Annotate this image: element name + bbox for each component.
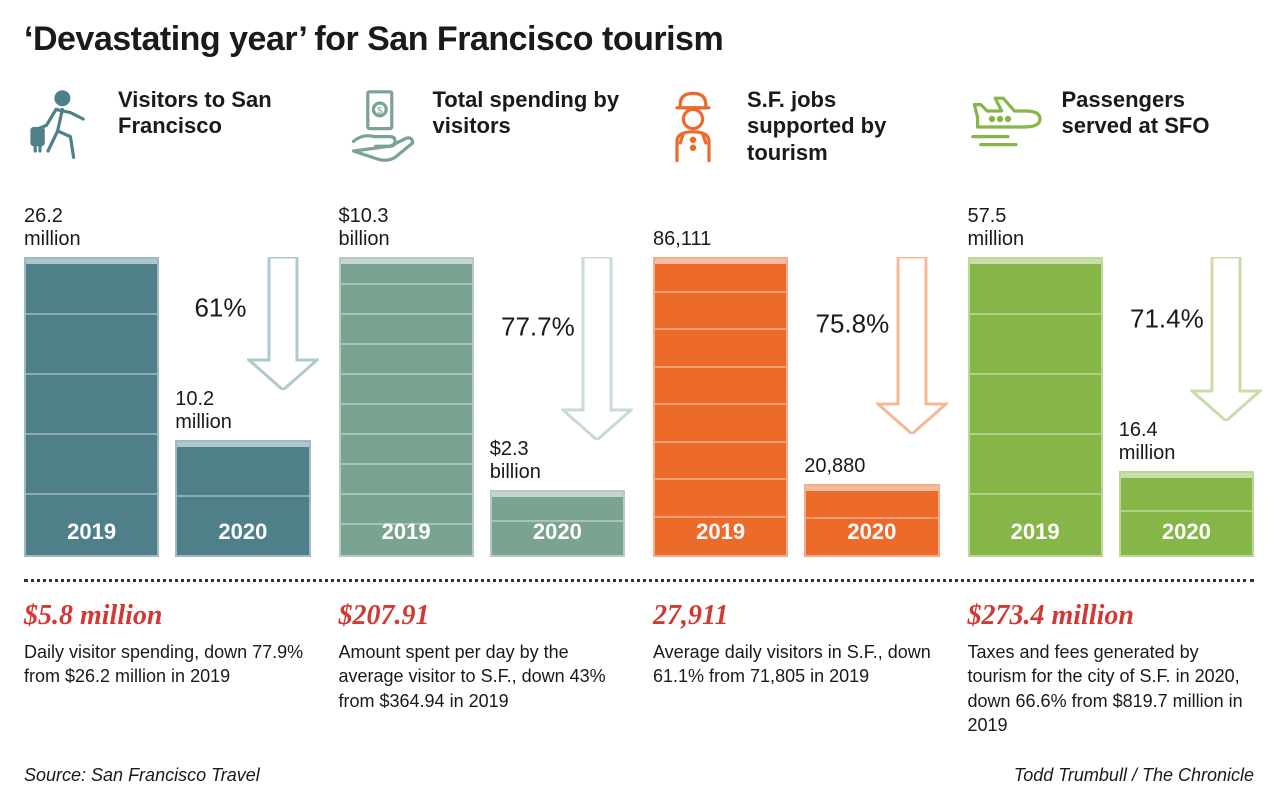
bar-group: 26.2million 2019: [24, 187, 159, 557]
callout-description: Taxes and fees generated by tourism for …: [968, 640, 1255, 737]
drop-percent: 75.8%: [816, 309, 876, 340]
bar-value-label: 10.2million: [175, 388, 310, 434]
callout-description: Daily visitor spending, down 77.9% from …: [24, 640, 311, 689]
panel-visitors: Visitors to San Francisco 26.2million 2019…: [24, 87, 311, 557]
bar: 2019: [968, 257, 1103, 557]
divider: [24, 579, 1254, 582]
bar-year-label: 2020: [847, 513, 896, 555]
bar-group: $10.3billion 2019: [339, 187, 474, 557]
panel-title-spending: Total spending by visitors: [433, 87, 626, 140]
drop-arrow: 61%: [247, 257, 319, 390]
money-hand-icon: $: [339, 87, 419, 167]
callout-number: 27,911: [653, 600, 940, 632]
chart-passengers: 57.5million 2019 16.4million 2020 71.4%: [968, 187, 1255, 557]
bar-value-label: $10.3billion: [339, 205, 474, 251]
bar: 2020: [804, 484, 939, 557]
bar-group: 57.5million 2019: [968, 187, 1103, 557]
bar: 2019: [653, 257, 788, 557]
callout-number: $5.8 million: [24, 600, 311, 632]
bar-value-label: 26.2million: [24, 205, 159, 251]
traveler-icon: [24, 87, 104, 167]
panel-jobs: S.F. jobs supported by tourism 86,111 2019…: [653, 87, 940, 557]
source-line: Source: San Francisco Travel: [24, 765, 260, 786]
panel-title-jobs: S.F. jobs supported by tourism: [747, 87, 940, 166]
drop-arrow: 77.7%: [561, 257, 633, 440]
bar-year-label: 2019: [382, 513, 431, 555]
callouts-row: $5.8 million Daily visitor spending, down…: [24, 600, 1254, 737]
callout-number: $207.91: [339, 600, 626, 632]
panel-header-spending: $ Total spending by visitors: [339, 87, 626, 177]
callout: 27,911 Average daily visitors in S.F., do…: [653, 600, 940, 737]
panel-title-visitors: Visitors to San Francisco: [118, 87, 311, 140]
callout: $207.91 Amount spent per day by the avera…: [339, 600, 626, 737]
headline: ‘Devastating year’ for San Francisco tou…: [24, 20, 1254, 59]
bar-value-label: $2.3billion: [490, 438, 625, 484]
panel-spending: $ Total spending by visitors $10.3billion…: [339, 87, 626, 557]
drop-arrow: 75.8%: [876, 257, 948, 434]
bar: 2020: [490, 490, 625, 557]
drop-arrow: 71.4%: [1190, 257, 1262, 421]
drop-percent: 77.7%: [501, 311, 561, 342]
panel-title-passengers: Passengers served at SFO: [1062, 87, 1255, 140]
airplane-icon: [968, 87, 1048, 167]
bar-year-label: 2019: [1011, 513, 1060, 555]
footer: Source: San Francisco Travel Todd Trumbu…: [24, 765, 1254, 786]
bar-group: 86,111 2019: [653, 187, 788, 557]
bar-year-label: 2020: [1162, 513, 1211, 555]
bar-year-label: 2020: [218, 513, 267, 555]
svg-text:$: $: [377, 105, 383, 116]
bar: 2020: [1119, 471, 1254, 557]
bar: 2019: [24, 257, 159, 557]
bar-year-label: 2019: [67, 513, 116, 555]
panels-row: Visitors to San Francisco 26.2million 2019…: [24, 87, 1254, 557]
bar-value-label: 57.5million: [968, 205, 1103, 251]
bar-value-label: 20,880: [804, 455, 939, 478]
chart-jobs: 86,111 2019 20,880 2020 75.8%: [653, 187, 940, 557]
callout-description: Average daily visitors in S.F., down 61.…: [653, 640, 940, 689]
chart-visitors: 26.2million 2019 10.2million 2020 61%: [24, 187, 311, 557]
panel-header-jobs: S.F. jobs supported by tourism: [653, 87, 940, 177]
credit-line: Todd Trumbull / The Chronicle: [1014, 765, 1254, 786]
chart-spending: $10.3billion 2019 $2.3billion 2020 77.7%: [339, 187, 626, 557]
bar: 2020: [175, 440, 310, 557]
panel-header-passengers: Passengers served at SFO: [968, 87, 1255, 177]
bar-value-label: 86,111: [653, 228, 788, 251]
bellhop-icon: [653, 87, 733, 167]
panel-passengers: Passengers served at SFO 57.5million 2019 1…: [968, 87, 1255, 557]
panel-header-visitors: Visitors to San Francisco: [24, 87, 311, 177]
bar-value-label: 16.4million: [1119, 419, 1254, 465]
callout: $273.4 million Taxes and fees generated b…: [968, 600, 1255, 737]
callout-number: $273.4 million: [968, 600, 1255, 632]
drop-percent: 71.4%: [1130, 304, 1190, 335]
bar-year-label: 2020: [533, 513, 582, 555]
callout-description: Amount spent per day by the average visi…: [339, 640, 626, 713]
bar: 2019: [339, 257, 474, 557]
bar-year-label: 2019: [696, 513, 745, 555]
drop-percent: 61%: [187, 292, 247, 323]
callout: $5.8 million Daily visitor spending, down…: [24, 600, 311, 737]
